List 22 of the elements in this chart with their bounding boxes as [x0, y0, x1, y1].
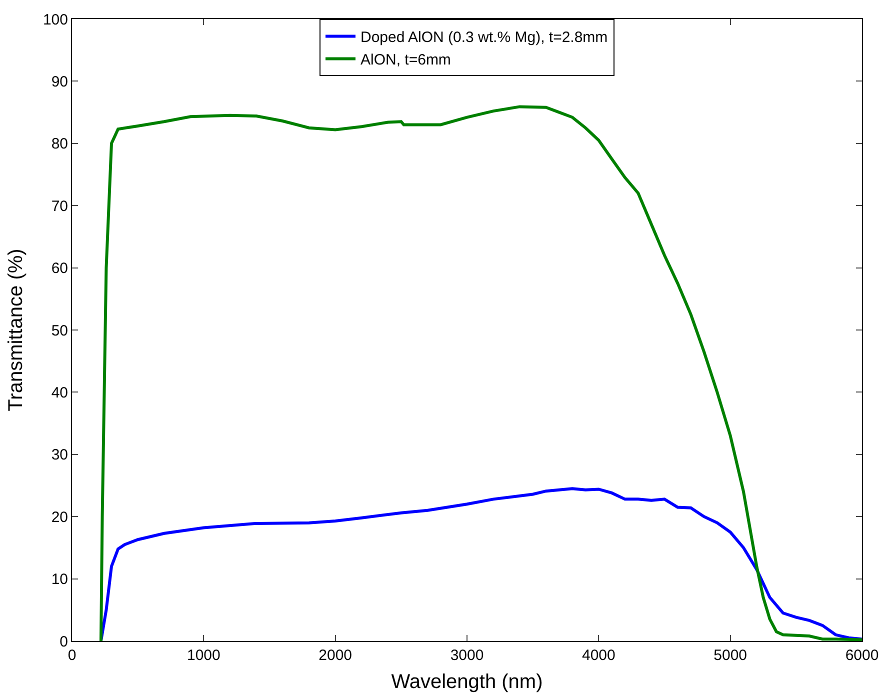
y-tick-label: 0	[60, 633, 68, 650]
y-tick-label: 60	[51, 260, 68, 278]
y-tick-label: 30	[51, 446, 68, 464]
y-tick-label: 40	[51, 384, 68, 402]
x-tick-label: 2000	[318, 647, 352, 664]
legend-label: AlON, t=6mm	[360, 52, 451, 69]
y-tick-label: 10	[51, 571, 68, 588]
x-tick-label: 4000	[582, 647, 616, 664]
x-tick-label: 6000	[845, 647, 879, 664]
y-axis-title: Transmittance (%)	[5, 248, 27, 412]
y-tick-label: 70	[51, 198, 68, 215]
y-tick-label: 100	[42, 11, 68, 28]
x-tick-label: 5000	[714, 647, 748, 664]
legend-label: Doped AlON (0.3 wt.% Mg), t=2.8mm	[360, 29, 608, 46]
y-tick-label: 50	[51, 322, 68, 340]
x-axis-title: Wavelength (nm)	[391, 671, 543, 693]
x-tick-label: 1000	[186, 647, 220, 664]
y-tick-label: 90	[51, 73, 68, 90]
line-series	[99, 105, 862, 641]
y-tick-label: 80	[51, 136, 68, 153]
y-tick-label: 20	[51, 508, 68, 526]
x-tick-label: 3000	[450, 647, 484, 664]
